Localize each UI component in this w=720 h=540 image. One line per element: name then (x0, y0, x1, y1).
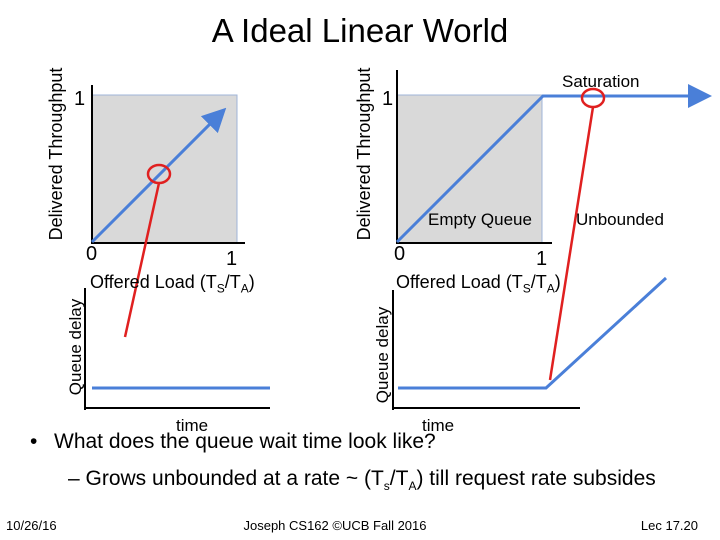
right-x-axis-label: Offered Load (TS/TA) (396, 272, 561, 296)
right-y-axis-label: Delivered Throughput (354, 67, 374, 241)
footer-course: Joseph CS162 ©UCB Fall 2016 (243, 518, 427, 533)
left-x-axis-label: Offered Load (TS/TA) (90, 272, 255, 296)
right-x-tick-one: 1 (536, 248, 548, 270)
footer-date: 10/26/16 (6, 518, 57, 533)
left-y-tick-one: 1 (74, 88, 86, 110)
right-throughput-line (395, 84, 712, 244)
left-x-tick-one: 1 (226, 248, 238, 270)
right-pointer-line (548, 106, 595, 381)
left-y-axis-label: Delivered Throughput (46, 67, 66, 241)
right-y-tick-one: 1 (382, 88, 394, 110)
bullet-main: • What does the queue wait time look like… (30, 430, 436, 453)
slide-title: A Ideal Linear World (211, 12, 509, 49)
left-pointer-line (123, 182, 161, 338)
unbounded-label: Unbounded (576, 210, 664, 229)
left-throughput-line (90, 107, 227, 244)
bullet-dot-icon: • (30, 430, 38, 453)
right-delay-line (398, 276, 668, 390)
saturation-label: Saturation (562, 72, 640, 91)
right-delay-y-label: Queue delay (373, 306, 392, 404)
bullet-sub: – Grows unbounded at a rate ~ (Ts/TA) ti… (68, 467, 656, 494)
empty-queue-label: Empty Queue (428, 210, 532, 229)
left-delay-y-label: Queue delay (66, 298, 85, 396)
left-x-tick-zero: 0 (86, 243, 98, 265)
right-delay-x-label: time (422, 416, 455, 435)
footer-lecture-number: Lec 17.20 (640, 518, 698, 533)
right-x-tick-zero: 0 (394, 243, 406, 265)
left-delay-x-label: time (176, 416, 209, 435)
